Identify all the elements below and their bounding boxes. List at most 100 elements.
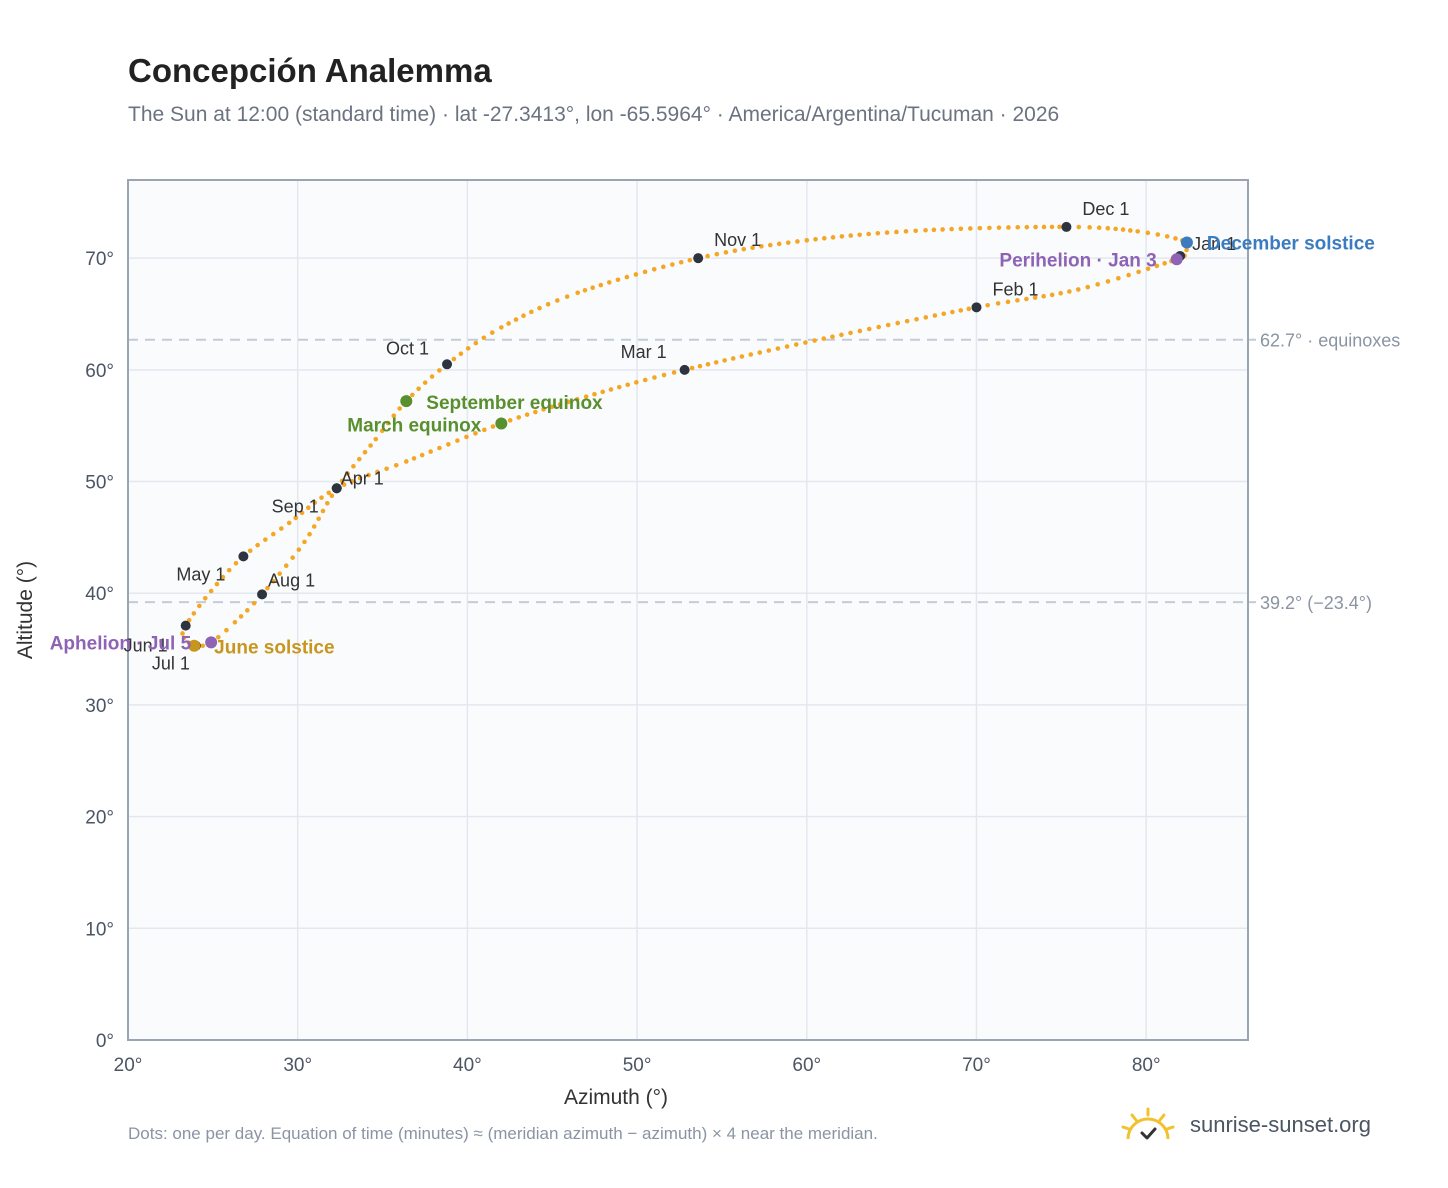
daily-dot bbox=[839, 332, 844, 338]
daily-dot bbox=[437, 445, 442, 451]
daily-dot bbox=[598, 282, 604, 288]
daily-dot bbox=[830, 334, 835, 340]
daily-dot bbox=[821, 235, 827, 241]
daily-dot bbox=[537, 305, 542, 311]
daily-dot bbox=[592, 391, 597, 397]
daily-dot bbox=[564, 294, 570, 299]
daily-dot bbox=[326, 490, 332, 496]
daily-dot bbox=[391, 413, 397, 419]
daily-dot bbox=[583, 394, 589, 399]
daily-dot bbox=[368, 443, 373, 448]
daily-dot bbox=[775, 346, 781, 351]
daily-dot bbox=[290, 555, 295, 560]
x-tick-label: 40° bbox=[453, 1055, 482, 1076]
daily-dot bbox=[661, 372, 667, 378]
daily-dot bbox=[713, 360, 719, 365]
daily-dot bbox=[181, 635, 187, 641]
daily-dot bbox=[857, 328, 863, 334]
daily-dot bbox=[1076, 224, 1082, 230]
daily-dot bbox=[642, 377, 648, 383]
daily-dot bbox=[226, 567, 232, 573]
daily-dot bbox=[574, 397, 580, 402]
daily-dot bbox=[967, 226, 973, 231]
daily-dot bbox=[689, 365, 695, 371]
daily-dot bbox=[714, 251, 720, 257]
daily-dot bbox=[914, 316, 919, 322]
brand-name: sunrise-sunset.org bbox=[1190, 1112, 1371, 1137]
daily-dot bbox=[590, 285, 595, 291]
daily-dot bbox=[651, 267, 657, 272]
daily-dot bbox=[776, 241, 782, 247]
daily-dot bbox=[208, 588, 214, 594]
daily-dot bbox=[750, 245, 755, 251]
daily-dot bbox=[582, 287, 588, 293]
month-marker bbox=[679, 364, 690, 375]
daily-dot bbox=[283, 563, 289, 569]
daily-dot bbox=[985, 302, 990, 308]
daily-dot bbox=[265, 585, 270, 591]
daily-dot bbox=[482, 427, 487, 433]
daily-dot bbox=[216, 634, 221, 640]
daily-dot bbox=[320, 508, 326, 514]
daily-dot bbox=[1095, 282, 1100, 287]
daily-dot bbox=[545, 301, 551, 307]
daily-dot bbox=[312, 500, 318, 505]
daily-dot bbox=[615, 277, 621, 283]
event-label: December solstice bbox=[1207, 234, 1375, 255]
daily-dot bbox=[705, 253, 710, 259]
brand[interactable]: sunrise-sunset.org bbox=[1120, 1100, 1371, 1150]
month-label: Sep 1 bbox=[272, 496, 319, 516]
daily-dot bbox=[958, 226, 964, 232]
daily-dot bbox=[1024, 224, 1030, 230]
daily-dot bbox=[366, 472, 371, 478]
daily-dot bbox=[202, 595, 208, 601]
y-axis-label: Altitude (°) bbox=[14, 561, 37, 659]
month-label: Jul 1 bbox=[152, 654, 190, 674]
daily-dot bbox=[633, 272, 639, 277]
daily-dot bbox=[521, 313, 526, 319]
daily-dot bbox=[499, 325, 504, 330]
daily-dot bbox=[180, 631, 185, 636]
event-marker bbox=[205, 636, 218, 649]
daily-dot bbox=[894, 229, 899, 235]
daily-dot bbox=[803, 340, 808, 345]
plot-area bbox=[128, 180, 1248, 1040]
month-marker bbox=[180, 620, 191, 631]
daily-dot bbox=[245, 608, 250, 613]
daily-dot bbox=[200, 643, 206, 649]
x-tick-label: 50° bbox=[623, 1055, 652, 1076]
daily-dot bbox=[705, 361, 711, 367]
daily-dot bbox=[876, 324, 882, 330]
daily-dot bbox=[661, 264, 666, 270]
daily-dot bbox=[848, 233, 854, 238]
daily-dot bbox=[624, 274, 630, 280]
daily-dot bbox=[1041, 224, 1047, 230]
daily-dot bbox=[730, 356, 736, 361]
daily-dot bbox=[271, 531, 276, 537]
month-label: Apr 1 bbox=[341, 468, 384, 488]
daily-dot bbox=[1015, 298, 1020, 303]
daily-dot bbox=[411, 456, 417, 461]
daily-dot bbox=[307, 531, 312, 537]
daily-dot bbox=[1116, 275, 1121, 281]
daily-dot bbox=[362, 449, 368, 455]
daily-dot bbox=[507, 418, 513, 423]
event-label: Perihelion · Jan 3 bbox=[999, 250, 1156, 271]
daily-dot bbox=[931, 227, 937, 233]
daily-dot bbox=[464, 434, 469, 440]
daily-dot bbox=[375, 469, 380, 475]
daily-dot bbox=[1024, 296, 1029, 302]
daily-dot bbox=[458, 351, 464, 356]
daily-dot bbox=[329, 493, 335, 498]
daily-dot bbox=[247, 548, 253, 554]
daily-dot bbox=[419, 452, 425, 458]
daily-dot bbox=[224, 627, 229, 633]
daily-dot bbox=[1145, 266, 1151, 272]
daily-dot bbox=[687, 257, 693, 263]
daily-dot bbox=[279, 526, 284, 531]
daily-dot bbox=[446, 442, 451, 447]
event-label: Aphelion · Jul 5 bbox=[50, 633, 192, 654]
daily-dot bbox=[220, 574, 226, 580]
daily-dot bbox=[345, 471, 350, 476]
daily-dot bbox=[678, 259, 684, 265]
